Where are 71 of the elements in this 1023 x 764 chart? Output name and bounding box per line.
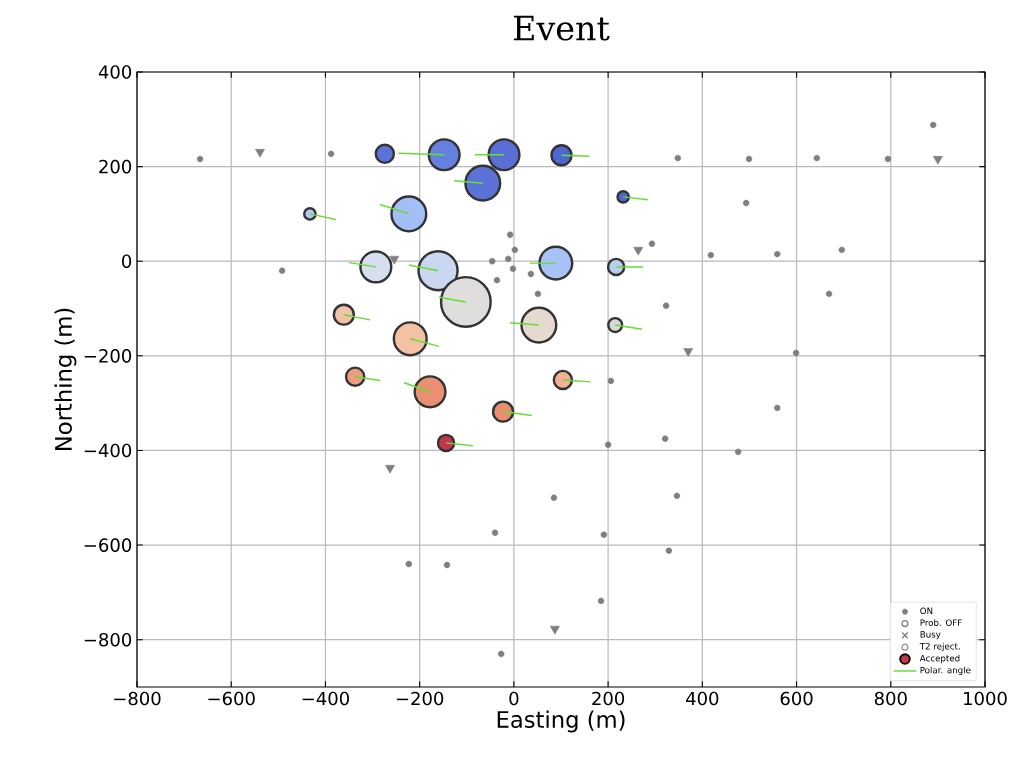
legend-label: Busy [920,631,941,640]
point [734,448,742,456]
point [674,154,682,162]
point [527,270,535,278]
point [497,650,505,658]
legend-label: T2 reject. [919,642,960,652]
point [838,246,845,254]
point [742,199,750,207]
point [661,435,669,442]
x-tick-label: 1000 [964,691,1007,706]
point [405,560,413,568]
point [607,377,615,385]
x-tick-label: 600 [780,691,813,706]
legend-label: Prob. OFF [920,619,962,626]
y-tick-label: 200 [99,159,132,174]
point [792,349,800,357]
point [604,441,612,448]
legend-label: Polar. angle [920,666,971,676]
point [505,255,512,263]
point [493,276,501,284]
point [534,290,542,298]
point [327,150,335,158]
legend-label: Accepted [919,654,960,664]
x-axis-title: Easting (m) [497,710,625,733]
point [597,597,605,605]
point [511,246,519,254]
point [683,348,694,357]
point [633,246,644,256]
point [278,267,286,274]
y-axis-title: Northing (m) [54,308,77,450]
point [509,265,517,272]
point [745,155,753,163]
chart-title: Event [513,15,610,41]
y-tick-label: −200 [84,349,132,363]
point [491,529,499,536]
point [600,531,608,538]
point [385,465,395,474]
point [813,154,821,162]
point [506,231,514,238]
point [665,547,673,554]
x-tick-label: −200 [396,691,444,706]
point [673,492,681,500]
x-tick-label: 800 [874,691,907,706]
point [929,121,937,129]
y-tick-label: −600 [84,538,132,552]
y-tick-label: −400 [84,443,132,458]
point [933,156,943,165]
point [255,149,265,158]
x-tick-label: −800 [114,691,161,706]
y-tick-label: −800 [84,632,132,647]
point [550,625,560,635]
point [774,404,781,412]
x-tick-label: −400 [302,691,349,706]
point [707,251,715,259]
point [825,290,833,298]
point [774,250,781,258]
point [196,155,204,163]
point [662,302,670,309]
point [884,155,892,163]
point [489,258,496,265]
x-tick-label: −600 [208,691,255,706]
y-tick-label: 400 [98,65,132,79]
point [550,494,558,501]
x-tick-label: 0 [509,691,519,706]
x-tick-label: 200 [592,691,625,706]
x-tick-label: 400 [686,691,719,706]
point [443,561,451,569]
y-tick-label: 0 [122,254,132,269]
legend-label: ON [920,607,933,615]
point [389,255,400,265]
point [648,240,656,247]
